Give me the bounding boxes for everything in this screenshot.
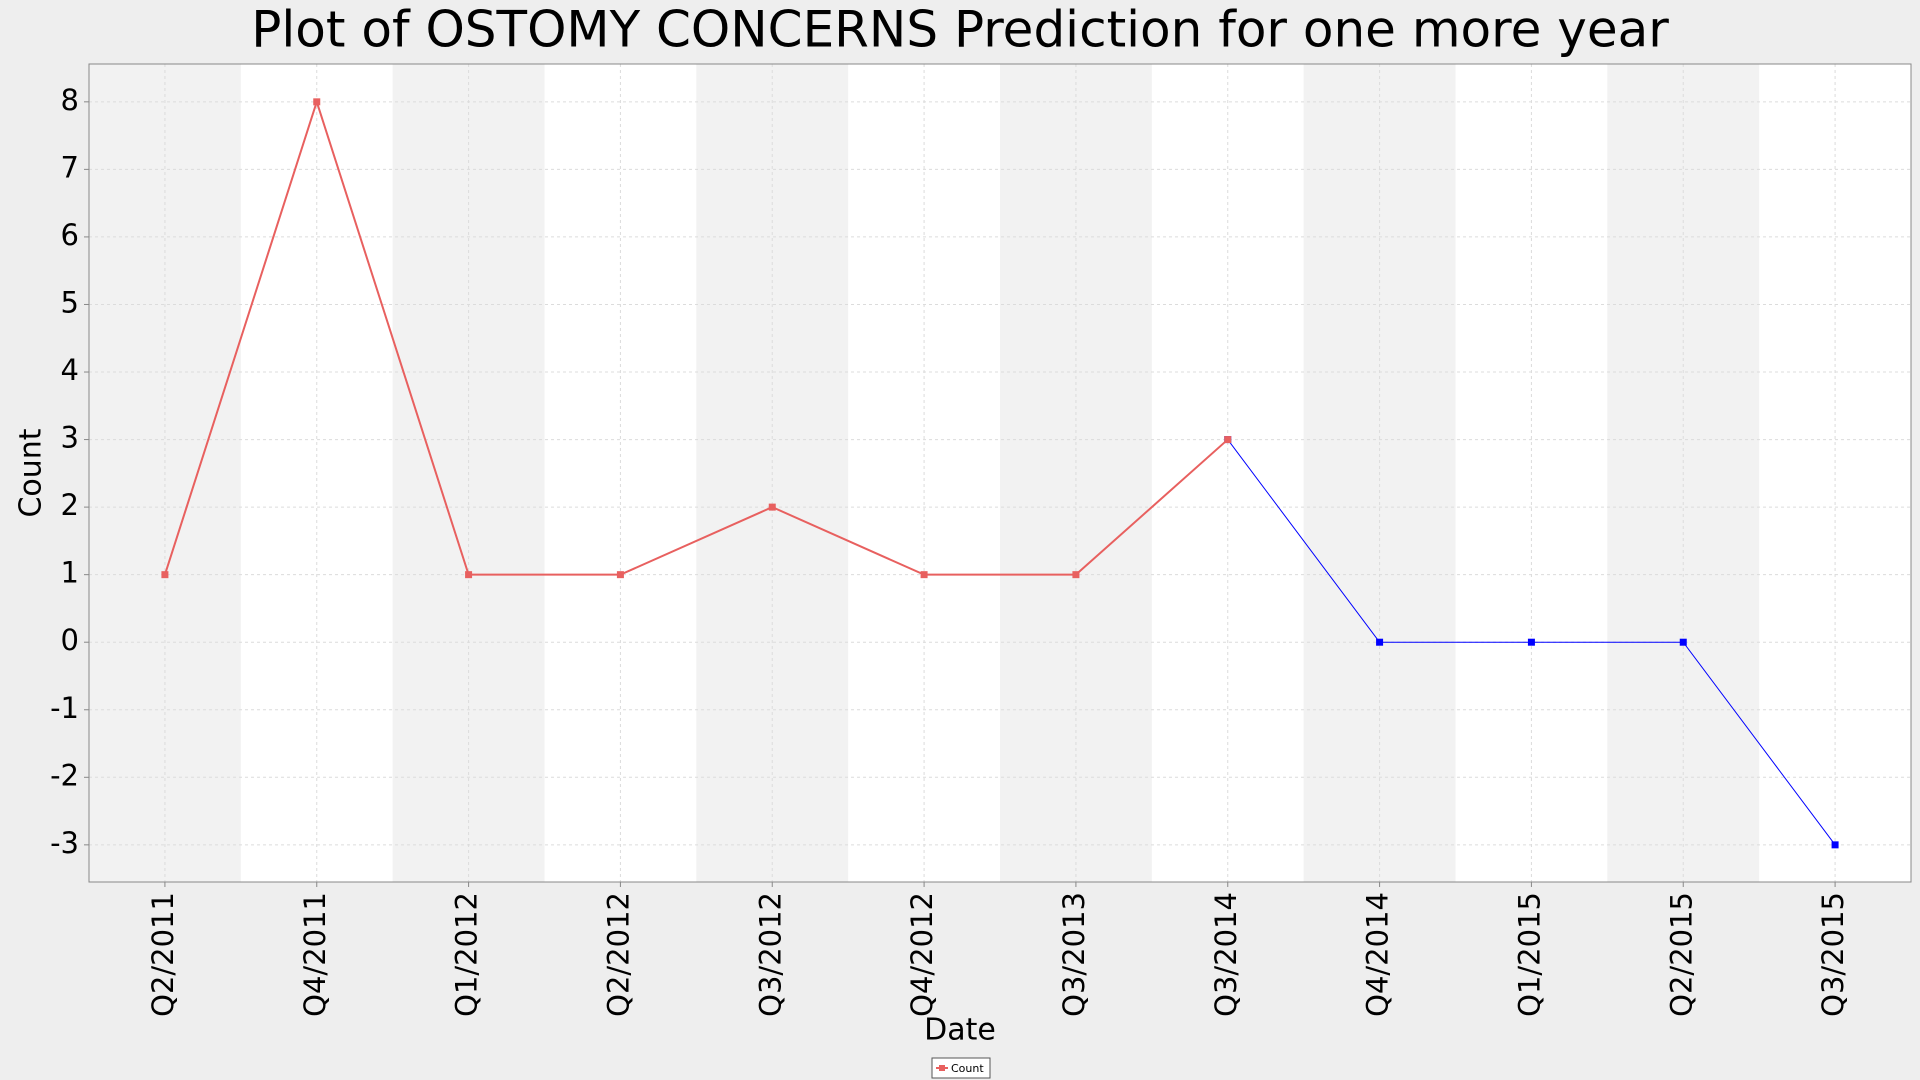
x-tick-label: Q2/2015 [1664, 892, 1698, 1017]
legend: Count [931, 1057, 991, 1079]
legend-label: Count [951, 1062, 984, 1075]
point-marker [1527, 638, 1535, 646]
y-tick-label: 2 [61, 488, 79, 522]
x-tick-label: Q3/2014 [1209, 892, 1243, 1017]
x-tick-label: Q4/2014 [1361, 892, 1395, 1017]
y-tick-label: 5 [61, 285, 79, 319]
x-tick-label: Q3/2013 [1057, 892, 1091, 1017]
x-tick-label: Q3/2012 [753, 892, 787, 1017]
point-marker [313, 98, 321, 106]
x-tick-label: Q2/2012 [601, 892, 635, 1017]
legend-box [931, 1057, 991, 1079]
y-tick-label: 6 [61, 218, 79, 252]
y-tick-label: 3 [61, 421, 79, 455]
x-tick-label: Q3/2015 [1816, 892, 1850, 1017]
x-tick-label: Q1/2015 [1512, 892, 1546, 1017]
y-tick-label: 8 [61, 83, 79, 117]
point-marker [161, 571, 169, 579]
plot-border [88, 63, 1912, 883]
x-tick-label: Q4/2012 [905, 892, 939, 1017]
point-marker [1679, 638, 1687, 646]
x-tick-label: Q4/2011 [298, 892, 332, 1017]
y-tick-label: -2 [50, 758, 79, 792]
y-axis-label: Count [14, 428, 49, 517]
point-marker [1831, 841, 1839, 849]
point-marker [465, 571, 473, 579]
point-marker [1376, 638, 1384, 646]
y-tick-label: 0 [61, 623, 79, 657]
y-tick-label: 4 [61, 353, 79, 387]
y-tick-label: 7 [61, 150, 79, 184]
point-marker [616, 571, 624, 579]
y-tick-label: -3 [50, 826, 79, 860]
point-marker [920, 571, 928, 579]
x-tick-label: Q1/2012 [450, 892, 484, 1017]
y-tick-label: -1 [50, 691, 79, 725]
y-tick-label: 1 [61, 556, 79, 590]
point-marker [1072, 571, 1080, 579]
series-line [163, 98, 1229, 576]
legend-marker [939, 1065, 945, 1071]
point-marker [768, 503, 776, 511]
chart-title: Plot of OSTOMY CONCERNS Prediction for o… [251, 1, 1669, 59]
x-axis-label: Date [924, 1013, 996, 1048]
point-marker [1224, 436, 1232, 444]
x-tick-label: Q2/2011 [146, 892, 180, 1017]
